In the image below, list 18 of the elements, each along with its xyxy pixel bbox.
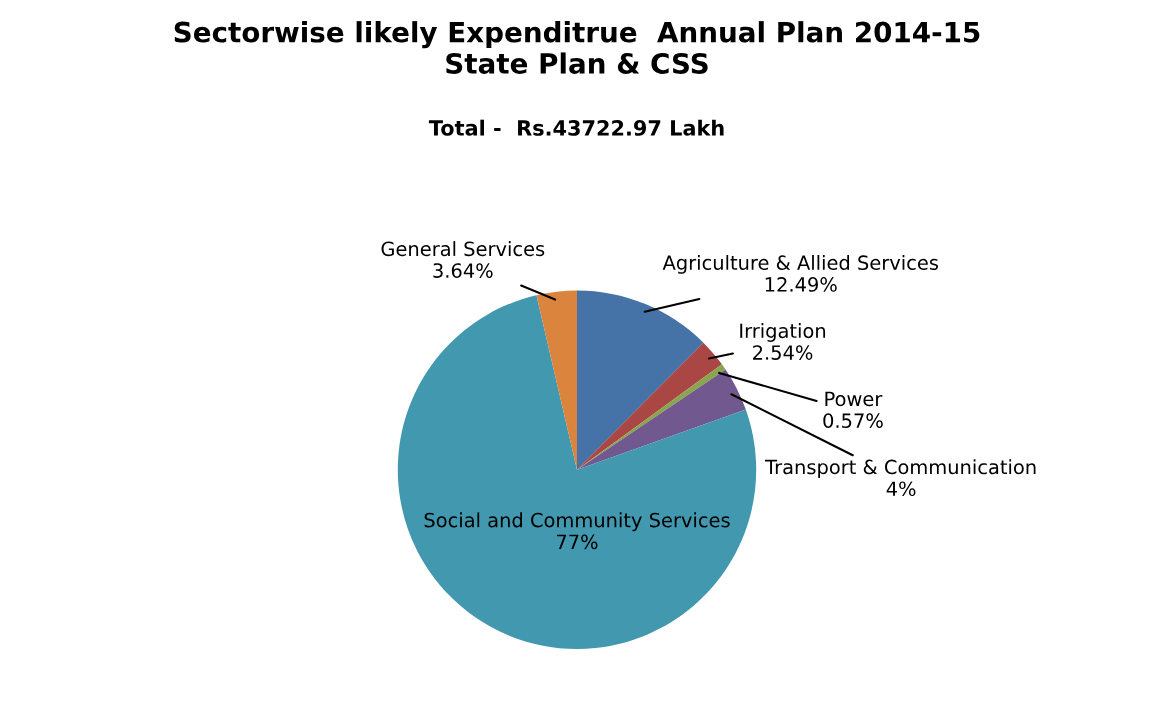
data-label: 0.57% bbox=[823, 413, 883, 428]
chart-subtitle: Total - Rs.43722.97 Lakh bbox=[428, 119, 724, 136]
slice-label: Transport & Communication bbox=[765, 459, 1036, 479]
data-label: 2.54% bbox=[753, 345, 813, 360]
slice-label: Social and Community Services bbox=[424, 512, 730, 532]
data-label: 12.49% bbox=[765, 277, 837, 292]
slice-label: Power bbox=[825, 391, 883, 407]
slice-label: Agriculture & Allied Services bbox=[662, 254, 939, 274]
data-label: 4% bbox=[886, 481, 916, 497]
data-label: 3.64% bbox=[433, 263, 493, 278]
chart-title: Sectorwise likely Expenditrue Annual Plan 2014-15 State Plan & CSS bbox=[174, 21, 980, 74]
data-label: 77% bbox=[556, 534, 598, 550]
slice-label: General Services bbox=[381, 241, 545, 257]
pie-slice bbox=[536, 290, 577, 470]
pie-slice bbox=[577, 342, 722, 470]
pie-slice bbox=[577, 290, 704, 470]
slice-label: Irrigation bbox=[740, 323, 826, 342]
pie-slice bbox=[577, 369, 746, 470]
